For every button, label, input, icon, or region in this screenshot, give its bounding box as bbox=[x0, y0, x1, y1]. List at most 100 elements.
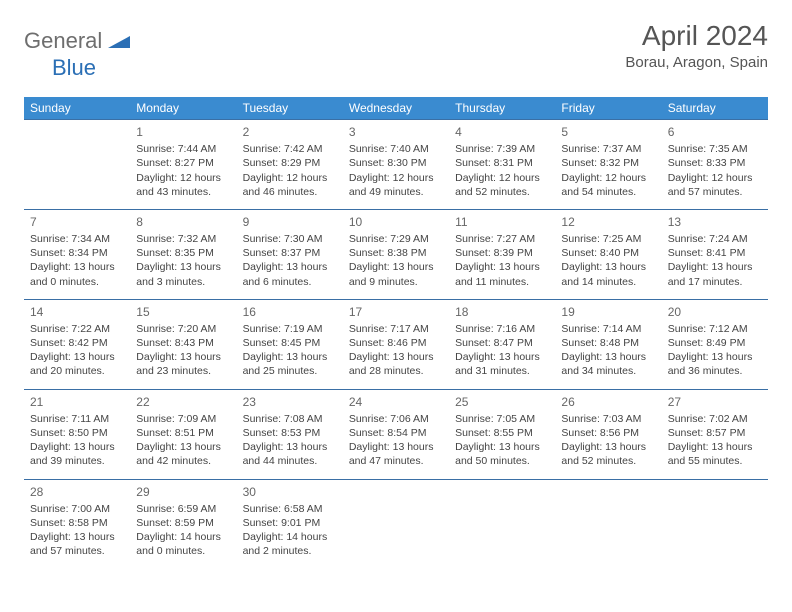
calendar-week-row: 1Sunrise: 7:44 AMSunset: 8:27 PMDaylight… bbox=[24, 120, 768, 210]
calendar-day-cell: 23Sunrise: 7:08 AMSunset: 8:53 PMDayligh… bbox=[237, 389, 343, 479]
day-number: 17 bbox=[349, 304, 443, 320]
day-number: 30 bbox=[243, 484, 337, 500]
sunrise-text: Sunrise: 7:27 AM bbox=[455, 232, 549, 246]
daylight-text: and 20 minutes. bbox=[30, 364, 124, 378]
sunset-text: Sunset: 8:35 PM bbox=[136, 246, 230, 260]
daylight-text: and 25 minutes. bbox=[243, 364, 337, 378]
weekday-header: Wednesday bbox=[343, 97, 449, 120]
calendar-empty-cell bbox=[24, 120, 130, 210]
sunrise-text: Sunrise: 7:34 AM bbox=[30, 232, 124, 246]
daylight-text: and 49 minutes. bbox=[349, 185, 443, 199]
calendar-week-row: 7Sunrise: 7:34 AMSunset: 8:34 PMDaylight… bbox=[24, 209, 768, 299]
sunset-text: Sunset: 8:37 PM bbox=[243, 246, 337, 260]
daylight-text: Daylight: 13 hours bbox=[349, 440, 443, 454]
day-number: 24 bbox=[349, 394, 443, 410]
calendar-empty-cell bbox=[343, 479, 449, 568]
sunrise-text: Sunrise: 7:22 AM bbox=[30, 322, 124, 336]
daylight-text: Daylight: 13 hours bbox=[561, 260, 655, 274]
daylight-text: and 50 minutes. bbox=[455, 454, 549, 468]
sunset-text: Sunset: 8:47 PM bbox=[455, 336, 549, 350]
daylight-text: Daylight: 14 hours bbox=[243, 530, 337, 544]
sunrise-text: Sunrise: 7:05 AM bbox=[455, 412, 549, 426]
sunset-text: Sunset: 8:33 PM bbox=[668, 156, 762, 170]
day-number: 8 bbox=[136, 214, 230, 230]
sunset-text: Sunset: 8:50 PM bbox=[30, 426, 124, 440]
calendar-day-cell: 24Sunrise: 7:06 AMSunset: 8:54 PMDayligh… bbox=[343, 389, 449, 479]
calendar-day-cell: 1Sunrise: 7:44 AMSunset: 8:27 PMDaylight… bbox=[130, 120, 236, 210]
weekday-header-row: SundayMondayTuesdayWednesdayThursdayFrid… bbox=[24, 97, 768, 120]
sunset-text: Sunset: 8:43 PM bbox=[136, 336, 230, 350]
day-number: 13 bbox=[668, 214, 762, 230]
sunrise-text: Sunrise: 7:06 AM bbox=[349, 412, 443, 426]
calendar-day-cell: 18Sunrise: 7:16 AMSunset: 8:47 PMDayligh… bbox=[449, 299, 555, 389]
sunrise-text: Sunrise: 7:17 AM bbox=[349, 322, 443, 336]
day-number: 14 bbox=[30, 304, 124, 320]
sunset-text: Sunset: 8:49 PM bbox=[668, 336, 762, 350]
daylight-text: Daylight: 13 hours bbox=[30, 440, 124, 454]
weekday-header: Monday bbox=[130, 97, 236, 120]
day-number: 5 bbox=[561, 124, 655, 140]
sunrise-text: Sunrise: 7:32 AM bbox=[136, 232, 230, 246]
sunrise-text: Sunrise: 7:42 AM bbox=[243, 142, 337, 156]
daylight-text: and 28 minutes. bbox=[349, 364, 443, 378]
sunrise-text: Sunrise: 7:08 AM bbox=[243, 412, 337, 426]
day-number: 16 bbox=[243, 304, 337, 320]
daylight-text: Daylight: 13 hours bbox=[30, 350, 124, 364]
daylight-text: and 54 minutes. bbox=[561, 185, 655, 199]
calendar-day-cell: 16Sunrise: 7:19 AMSunset: 8:45 PMDayligh… bbox=[237, 299, 343, 389]
calendar-day-cell: 22Sunrise: 7:09 AMSunset: 8:51 PMDayligh… bbox=[130, 389, 236, 479]
daylight-text: Daylight: 12 hours bbox=[455, 171, 549, 185]
sunset-text: Sunset: 8:40 PM bbox=[561, 246, 655, 260]
sunset-text: Sunset: 8:56 PM bbox=[561, 426, 655, 440]
daylight-text: and 2 minutes. bbox=[243, 544, 337, 558]
daylight-text: and 52 minutes. bbox=[455, 185, 549, 199]
sunrise-text: Sunrise: 7:00 AM bbox=[30, 502, 124, 516]
sunset-text: Sunset: 8:58 PM bbox=[30, 516, 124, 530]
daylight-text: Daylight: 13 hours bbox=[349, 350, 443, 364]
day-number: 2 bbox=[243, 124, 337, 140]
daylight-text: Daylight: 13 hours bbox=[561, 440, 655, 454]
day-number: 29 bbox=[136, 484, 230, 500]
sunrise-text: Sunrise: 6:59 AM bbox=[136, 502, 230, 516]
day-number: 3 bbox=[349, 124, 443, 140]
calendar-week-row: 21Sunrise: 7:11 AMSunset: 8:50 PMDayligh… bbox=[24, 389, 768, 479]
day-number: 6 bbox=[668, 124, 762, 140]
sunrise-text: Sunrise: 7:03 AM bbox=[561, 412, 655, 426]
sunset-text: Sunset: 8:31 PM bbox=[455, 156, 549, 170]
daylight-text: Daylight: 13 hours bbox=[455, 440, 549, 454]
daylight-text: Daylight: 13 hours bbox=[668, 440, 762, 454]
calendar-week-row: 28Sunrise: 7:00 AMSunset: 8:58 PMDayligh… bbox=[24, 479, 768, 568]
day-number: 19 bbox=[561, 304, 655, 320]
calendar-day-cell: 19Sunrise: 7:14 AMSunset: 8:48 PMDayligh… bbox=[555, 299, 661, 389]
day-number: 11 bbox=[455, 214, 549, 230]
logo-text-general: General bbox=[24, 28, 102, 54]
sunrise-text: Sunrise: 7:20 AM bbox=[136, 322, 230, 336]
sunset-text: Sunset: 8:38 PM bbox=[349, 246, 443, 260]
calendar-empty-cell bbox=[662, 479, 768, 568]
sunrise-text: Sunrise: 7:44 AM bbox=[136, 142, 230, 156]
sunset-text: Sunset: 8:34 PM bbox=[30, 246, 124, 260]
sunrise-text: Sunrise: 7:11 AM bbox=[30, 412, 124, 426]
sunset-text: Sunset: 9:01 PM bbox=[243, 516, 337, 530]
daylight-text: and 9 minutes. bbox=[349, 275, 443, 289]
daylight-text: and 14 minutes. bbox=[561, 275, 655, 289]
sunrise-text: Sunrise: 7:19 AM bbox=[243, 322, 337, 336]
calendar-day-cell: 20Sunrise: 7:12 AMSunset: 8:49 PMDayligh… bbox=[662, 299, 768, 389]
calendar-table: SundayMondayTuesdayWednesdayThursdayFrid… bbox=[24, 97, 768, 568]
logo-triangle-icon bbox=[108, 32, 130, 51]
day-number: 12 bbox=[561, 214, 655, 230]
daylight-text: Daylight: 13 hours bbox=[243, 440, 337, 454]
calendar-day-cell: 2Sunrise: 7:42 AMSunset: 8:29 PMDaylight… bbox=[237, 120, 343, 210]
daylight-text: Daylight: 13 hours bbox=[455, 350, 549, 364]
sunrise-text: Sunrise: 7:40 AM bbox=[349, 142, 443, 156]
day-number: 26 bbox=[561, 394, 655, 410]
daylight-text: and 0 minutes. bbox=[136, 544, 230, 558]
calendar-day-cell: 30Sunrise: 6:58 AMSunset: 9:01 PMDayligh… bbox=[237, 479, 343, 568]
daylight-text: and 17 minutes. bbox=[668, 275, 762, 289]
daylight-text: Daylight: 13 hours bbox=[668, 350, 762, 364]
day-number: 10 bbox=[349, 214, 443, 230]
calendar-day-cell: 13Sunrise: 7:24 AMSunset: 8:41 PMDayligh… bbox=[662, 209, 768, 299]
day-number: 22 bbox=[136, 394, 230, 410]
calendar-day-cell: 29Sunrise: 6:59 AMSunset: 8:59 PMDayligh… bbox=[130, 479, 236, 568]
daylight-text: Daylight: 12 hours bbox=[668, 171, 762, 185]
